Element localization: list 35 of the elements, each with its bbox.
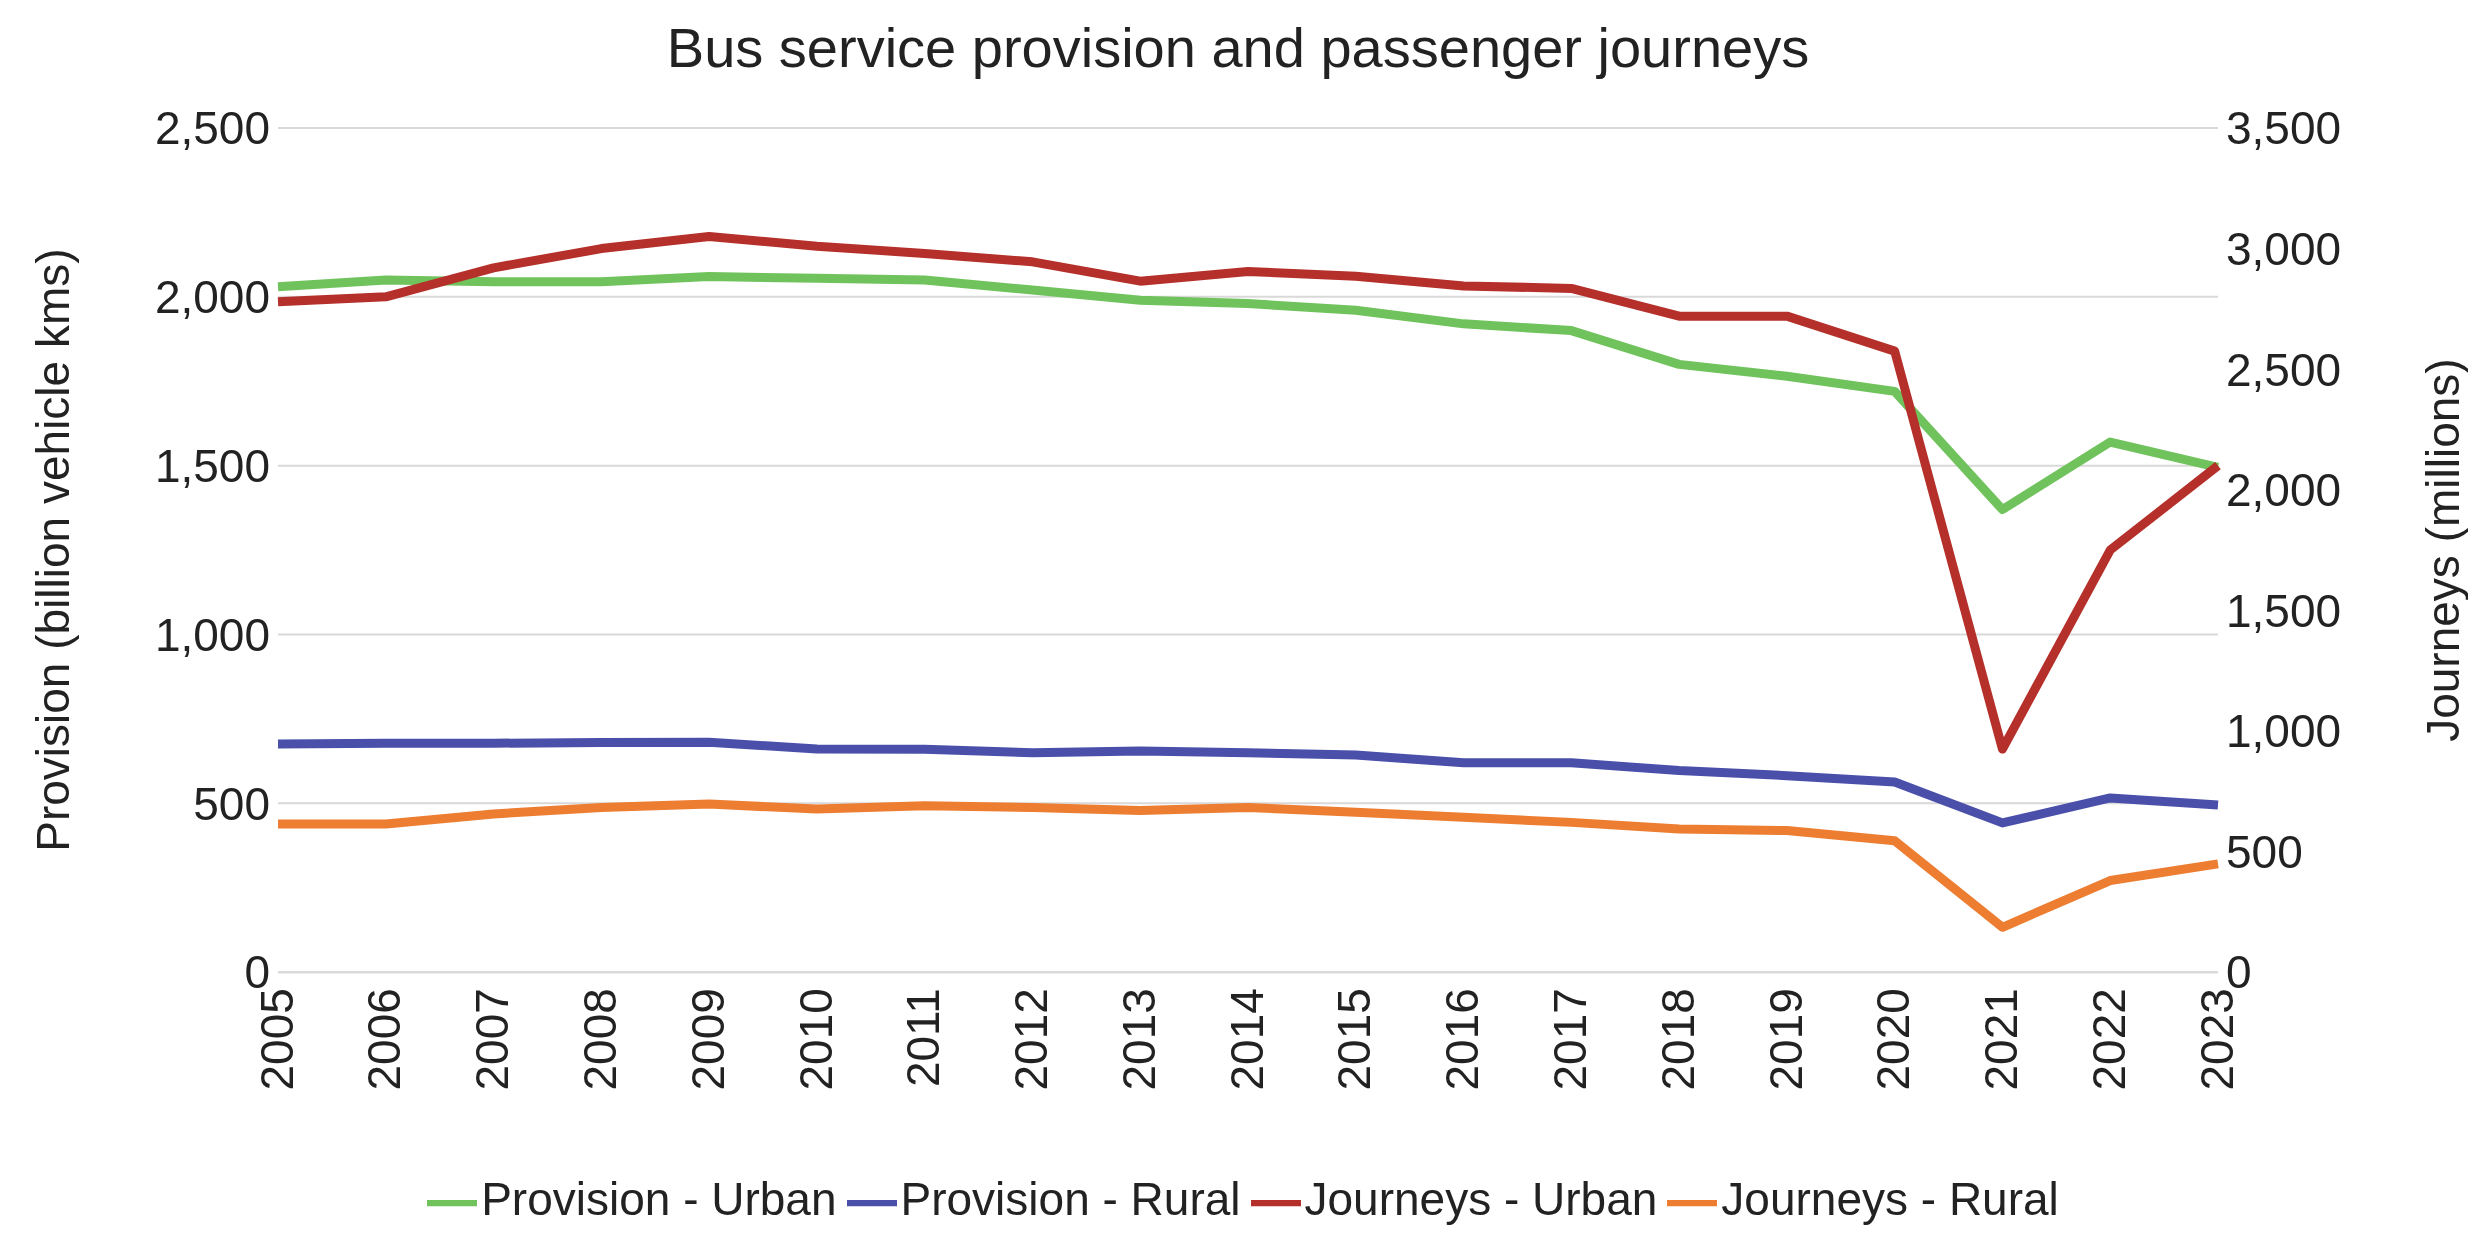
- y2-tick-label: 3,000: [2226, 222, 2342, 275]
- y2-tick-label: 2,000: [2226, 464, 2342, 517]
- x-tick-label: 2014: [1220, 988, 1273, 1091]
- legend-label: Journeys - Urban: [1304, 1173, 1658, 1226]
- x-tick-label: 2017: [1543, 988, 1596, 1091]
- x-tick-label: 2009: [681, 988, 734, 1091]
- y2-tick-label: 2,500: [2226, 343, 2342, 396]
- x-tick-label: 2020: [1867, 988, 1920, 1091]
- x-tick-label: 2022: [2082, 988, 2135, 1091]
- legend-label: Provision - Urban: [481, 1173, 837, 1226]
- y2-tick-label: 500: [2226, 825, 2303, 878]
- x-tick-label: 2006: [358, 988, 411, 1091]
- y-axis-title: Provision (billion vehicle kms): [27, 248, 80, 852]
- legend-label: Journeys - Rural: [1721, 1173, 2059, 1226]
- x-tick-label: 2007: [466, 988, 519, 1091]
- y2-tick-label: 1,000: [2226, 705, 2342, 758]
- x-tick-label: 2019: [1759, 988, 1812, 1091]
- chart-title: Bus service provision and passenger journeys: [665, 15, 1811, 81]
- x-tick-label: 2016: [1436, 988, 1489, 1091]
- y-tick-label: 500: [193, 777, 270, 830]
- y2-tick-label: 3,500: [2226, 102, 2342, 155]
- x-tick-label: 2008: [573, 988, 626, 1091]
- y-tick-label: 2,000: [154, 271, 270, 324]
- x-tick-label: 2011: [897, 988, 950, 1088]
- legend-label: Provision - Rural: [900, 1173, 1241, 1226]
- x-tick-label: 2021: [1975, 988, 2028, 1091]
- x-tick-label: 2013: [1112, 988, 1165, 1091]
- x-tick-label: 2010: [789, 988, 842, 1091]
- x-tick-label: 2015: [1328, 988, 1381, 1091]
- y-tick-label: 2,500: [154, 102, 270, 155]
- y2-tick-label: 1,500: [2226, 584, 2342, 637]
- y-tick-label: 1,000: [154, 608, 270, 661]
- y-tick-label: 1,500: [154, 439, 270, 492]
- x-tick-label: 2012: [1005, 988, 1058, 1091]
- x-tick-label: 2018: [1651, 988, 1704, 1091]
